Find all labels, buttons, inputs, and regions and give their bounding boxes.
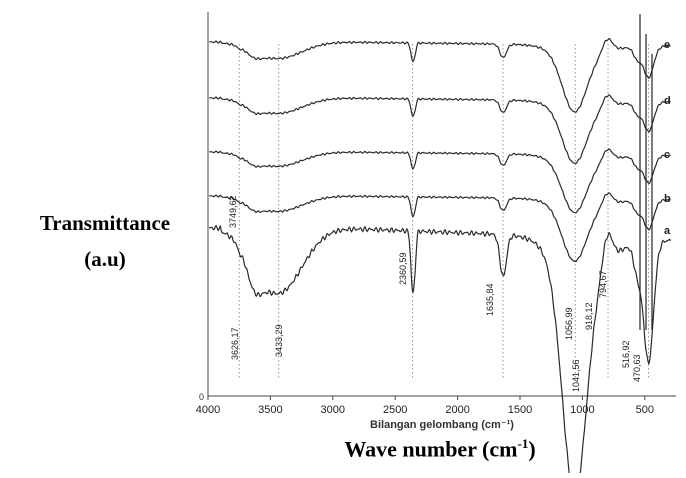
x-tick-label: 1500: [508, 404, 532, 416]
x-tick-label: 4000: [196, 404, 220, 416]
inner-x-axis-label: Bilangan gelombang (cm⁻¹): [370, 419, 514, 431]
y-axis-label: Transmittance: [39, 211, 171, 235]
x-axis-label-exponent: -1: [517, 436, 529, 451]
peak-label: 918,12: [584, 302, 594, 330]
x-tick-label: 2500: [383, 404, 407, 416]
series-label-c: c: [664, 149, 670, 161]
x-axis-title: Wave number (cm-1): [205, 436, 675, 462]
series-label-b: b: [664, 193, 671, 205]
y-origin-label: 0: [199, 392, 204, 402]
series-line-c: [209, 148, 671, 214]
x-tick-label: 3500: [258, 404, 282, 416]
series-line-b: [209, 192, 671, 263]
peak-label: 794,67: [598, 270, 608, 298]
series-line-a: [209, 224, 672, 478]
peak-label: 1635,84: [485, 283, 495, 316]
series-label-e: e: [664, 39, 670, 51]
peak-label: 1056,99: [564, 307, 574, 340]
series-label-d: d: [664, 95, 671, 107]
x-tick-label: 3000: [321, 404, 345, 416]
series-line-e: [209, 37, 671, 113]
peak-label: 2360,59: [398, 252, 408, 285]
peak-label: 3433,29: [274, 324, 284, 357]
x-axis-label-suffix: ): [528, 436, 536, 462]
series-line-d: [209, 94, 671, 165]
x-axis-label-prefix: Wave number (cm: [344, 436, 518, 462]
series-label-a: a: [664, 225, 671, 237]
peak-label: 3749,62: [228, 195, 238, 228]
peak-label: 470,63: [632, 354, 642, 382]
y-axis-unit: (a.u): [84, 247, 126, 271]
x-tick-label: 2000: [445, 404, 469, 416]
y-axis-title: Transmittance (a.u): [10, 205, 200, 277]
x-tick-label: 1000: [570, 404, 594, 416]
peak-label: 516,92: [621, 340, 631, 368]
x-tick-label: 500: [636, 404, 654, 416]
peak-label: 1041,56: [571, 359, 581, 392]
peak-label: 3626,17: [230, 327, 240, 360]
